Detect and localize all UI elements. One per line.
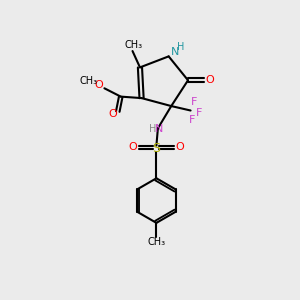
Text: O: O bbox=[205, 75, 214, 85]
Text: CH₃: CH₃ bbox=[80, 76, 98, 86]
Text: O: O bbox=[175, 142, 184, 152]
Text: CH₃: CH₃ bbox=[124, 40, 142, 50]
Text: S: S bbox=[152, 142, 160, 155]
Text: F: F bbox=[191, 97, 197, 107]
Text: N: N bbox=[155, 124, 163, 134]
Text: CH₃: CH₃ bbox=[147, 238, 166, 248]
Text: H: H bbox=[178, 43, 185, 52]
Text: N: N bbox=[171, 46, 179, 57]
Text: O: O bbox=[108, 110, 117, 119]
Text: F: F bbox=[189, 115, 195, 125]
Text: O: O bbox=[129, 142, 138, 152]
Text: H: H bbox=[149, 124, 156, 134]
Text: F: F bbox=[196, 108, 203, 118]
Text: O: O bbox=[95, 80, 103, 90]
